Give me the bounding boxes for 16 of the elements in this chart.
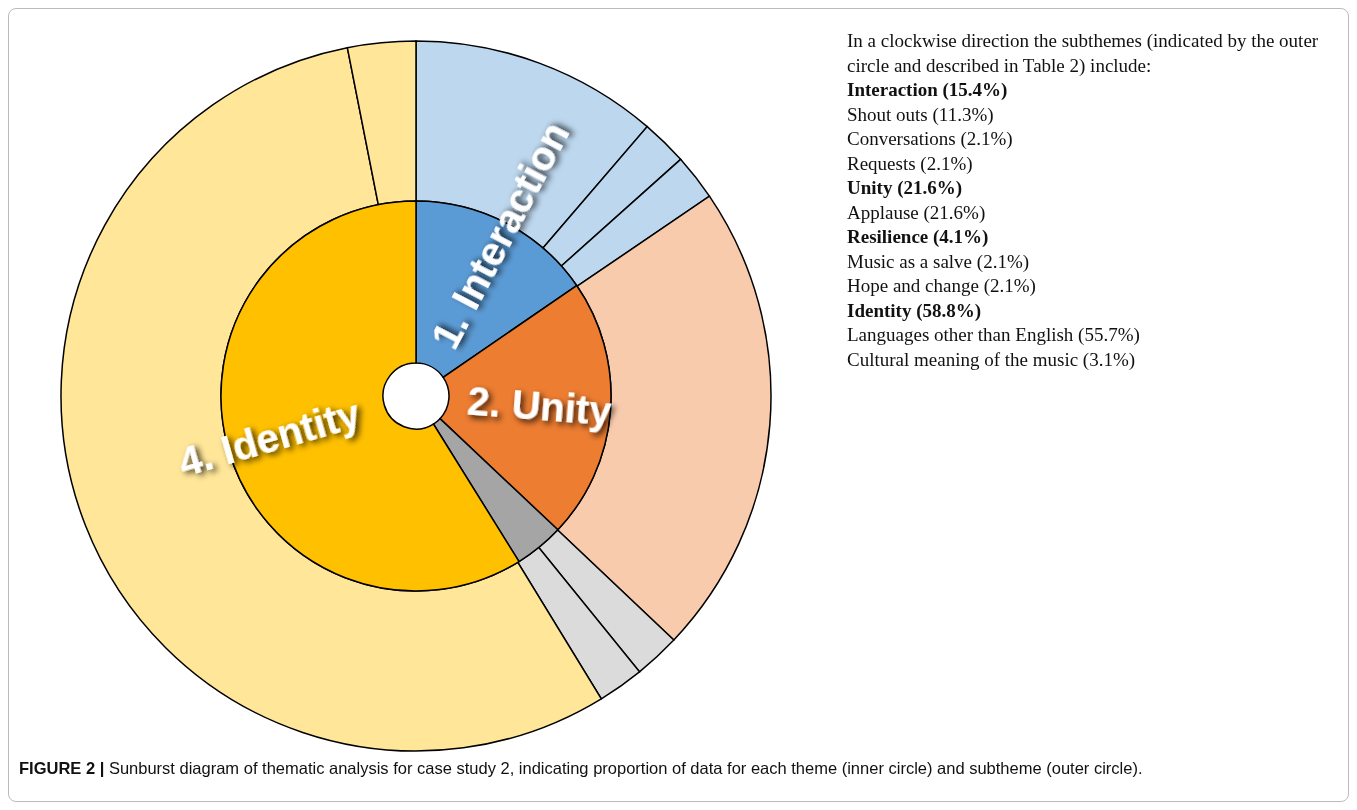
slice-label: 4. Identity xyxy=(173,390,366,485)
text: Applause (21.6%) xyxy=(847,200,987,225)
text: Unity (21.6%) xyxy=(847,176,964,200)
text: Music as a salve (2.1%) xyxy=(847,249,1031,274)
text: Interaction (15.4%) xyxy=(847,78,1009,102)
text: In a clockwise direction the subthemes (indicated by the outer circle and described in Table 2) include: xyxy=(847,29,1320,78)
text: Shout outs (11.3%) xyxy=(847,102,995,127)
text: Identity (58.8%) xyxy=(847,298,983,323)
text: Languages other than English (55.7%) xyxy=(847,323,1141,347)
text: Requests (2.1%) xyxy=(847,151,974,176)
text: Resilience (4.1%) xyxy=(847,225,990,249)
text: Hope and change (2.1%) xyxy=(847,274,1037,298)
caption: FIGURE 2 | Sunburst diagram of thematic analysis for case study 2, indicating proportion of data for each theme (inner circle) and subtheme (outer circle). xyxy=(19,759,1143,778)
text: Conversations (2.1%) xyxy=(847,127,1014,151)
text: Cultural meaning of the music (3.1%) xyxy=(847,347,1137,372)
slice-label: 2. Unity xyxy=(465,378,614,434)
